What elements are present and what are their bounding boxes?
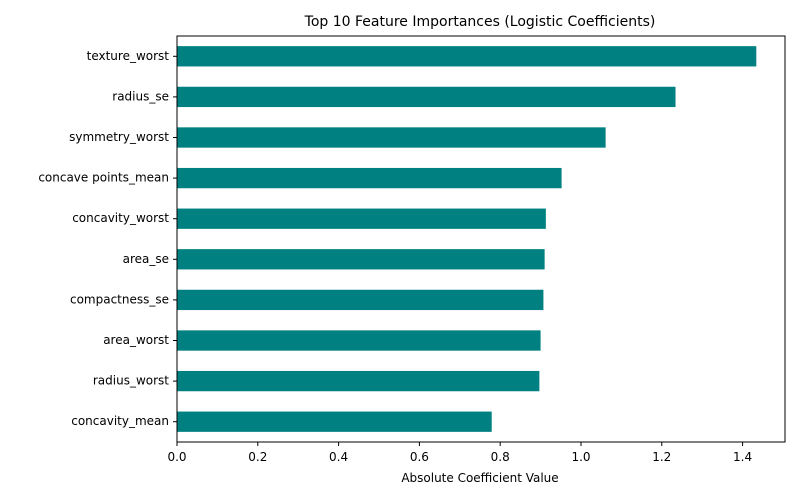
bar [177,411,492,432]
y-tick-label: radius_worst [93,374,169,388]
x-tick-label: 0.4 [329,450,348,464]
y-tick-label: concavity_mean [71,414,169,428]
y-tick-label: concavity_worst [72,211,169,225]
y-tick-label: concave points_mean [38,171,169,185]
y-tick-label: area_se [123,252,169,266]
bar [177,330,541,351]
x-tick-label: 1.4 [733,450,752,464]
x-tick-label: 0.2 [248,450,267,464]
x-axis-ticks: 0.0 0.2 0.4 0.6 0.8 1.0 1.2 1.4 [167,442,752,464]
y-tick-label: texture_worst [87,49,170,63]
plot-frame [176,35,786,443]
y-tick-label: symmetry_worst [69,130,169,144]
x-tick-label: 0.6 [410,450,429,464]
bar [177,208,546,229]
x-tick-label: 0.8 [491,450,510,464]
bar [177,127,606,148]
chart-title: Top 10 Feature Importances (Logistic Coe… [304,14,656,30]
x-tick-label: 0.0 [167,450,186,464]
x-tick-label: 1.0 [571,450,590,464]
y-tick-label: area_worst [103,333,169,347]
y-axis-ticks: texture_worst radius_se symmetry_worstconc… [38,49,177,428]
bar [177,46,757,67]
x-axis-label: Absolute Coefficient Value [401,471,558,485]
bar [177,370,540,392]
bar [177,86,676,108]
bar [177,249,545,270]
y-tick-label: compactness_se [70,292,169,306]
bar [177,167,562,189]
bars-layer [177,46,757,432]
y-tick-label: radius_se [112,89,169,103]
x-tick-label: 1.2 [652,450,671,464]
bar [177,289,544,311]
